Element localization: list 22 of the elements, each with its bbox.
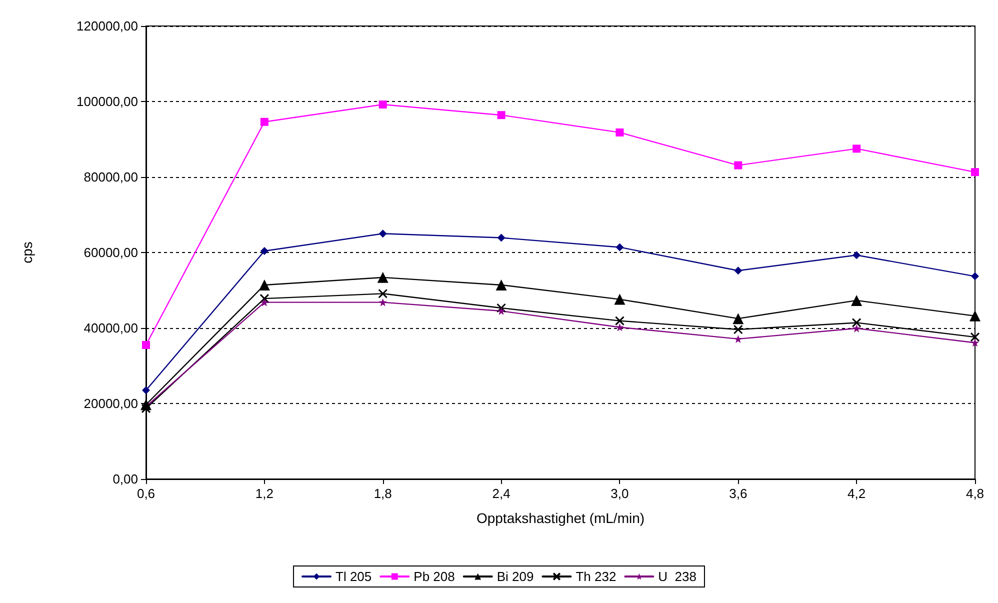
y-axis-title: cps xyxy=(19,242,35,264)
x-tick-label: 4,8 xyxy=(966,486,984,501)
x-tick-label: 4,2 xyxy=(848,486,866,501)
legend-label: Bi 209 xyxy=(496,569,534,584)
y-tick-label: 20000,00 xyxy=(84,396,138,411)
legend-label: Th 232 xyxy=(576,569,616,584)
x-tick-label: 0,6 xyxy=(136,486,156,501)
y-tick-label: 60000,00 xyxy=(84,245,138,260)
x-tick-label: 3,6 xyxy=(729,486,748,501)
legend-label: Tl 205 xyxy=(336,569,372,584)
y-tick-label: 80000,00 xyxy=(84,170,138,184)
y-tick-label: 0,00 xyxy=(112,472,138,486)
legend-label: U 238 xyxy=(658,569,696,584)
x-tick-label: 1,8 xyxy=(374,486,392,501)
y-tick-label: 40000,00 xyxy=(84,320,138,336)
y-tick-label: 120000,00 xyxy=(76,18,138,34)
x-tick-label: 2,4 xyxy=(492,486,510,501)
x-tick-label: 3,0 xyxy=(610,486,629,501)
x-axis-title: Opptakshastighet (mL/min) xyxy=(476,510,645,526)
x-tick-label: 1,2 xyxy=(255,486,274,501)
legend-label: Pb 208 xyxy=(414,569,455,584)
y-tick-label: 100000,00 xyxy=(76,94,138,109)
